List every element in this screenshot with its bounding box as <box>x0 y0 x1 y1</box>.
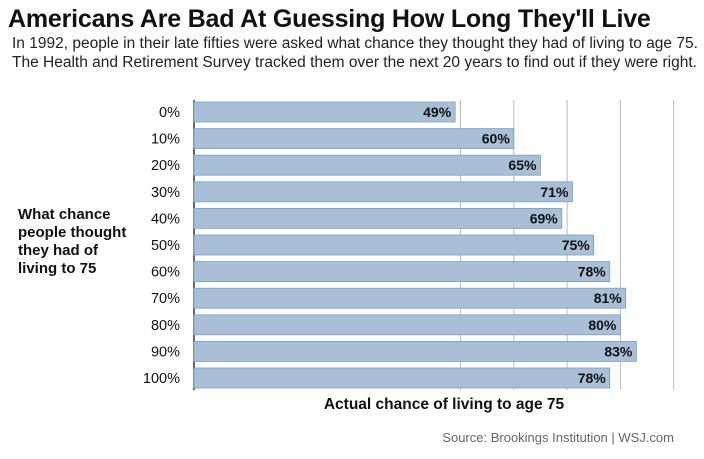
x-axis-label: Actual chance of living to age 75 <box>323 396 565 413</box>
bar <box>193 128 515 150</box>
bar <box>193 314 621 336</box>
bar <box>193 101 456 123</box>
bar <box>193 181 573 203</box>
bar <box>193 261 611 283</box>
bar-value-label: 83% <box>604 343 633 359</box>
bars <box>193 101 637 389</box>
source-note: Source: Brookings Institution | WSJ.com <box>442 430 674 445</box>
bar-value-label: 60% <box>482 131 511 147</box>
bar-value-label: 75% <box>562 237 591 253</box>
y-tick-label: 20% <box>151 158 180 174</box>
y-tick-label: 10% <box>151 132 180 148</box>
bar <box>193 367 611 389</box>
bar <box>193 340 637 362</box>
y-tick-label: 0% <box>159 105 180 121</box>
y-tick-label: 70% <box>151 291 180 307</box>
bar-value-label: 80% <box>588 317 617 333</box>
bar <box>193 207 563 229</box>
y-tick-label: 80% <box>151 318 180 334</box>
y-tick-label: 60% <box>151 265 180 281</box>
bar <box>193 154 541 176</box>
labels: 0% 49% 10% 60% 20% 65% 30% 71% 40% 69% 50% 75% 60% 78… <box>143 104 633 387</box>
y-axis-label: What chance people thought they had of l… <box>18 206 127 277</box>
bar-value-label: 71% <box>540 184 569 200</box>
bar-value-label: 49% <box>423 104 452 120</box>
y-tick-label: 40% <box>151 211 180 227</box>
chart-subtitle: In 1992, people in their late fifties we… <box>12 35 698 71</box>
y-tick-label: 30% <box>151 185 180 201</box>
bar-value-label: 81% <box>594 290 623 306</box>
bar-value-label: 69% <box>530 210 559 226</box>
chart-title: Americans Are Bad At Guessing How Long T… <box>8 5 651 33</box>
y-tick-label: 100% <box>143 371 180 387</box>
y-tick-label: 50% <box>151 238 180 254</box>
bar <box>193 234 595 256</box>
y-tick-label: 90% <box>151 344 180 360</box>
bar-value-label: 78% <box>578 264 607 280</box>
bar <box>193 287 627 309</box>
bar-value-label: 65% <box>508 157 537 173</box>
bar-value-label: 78% <box>578 370 607 386</box>
